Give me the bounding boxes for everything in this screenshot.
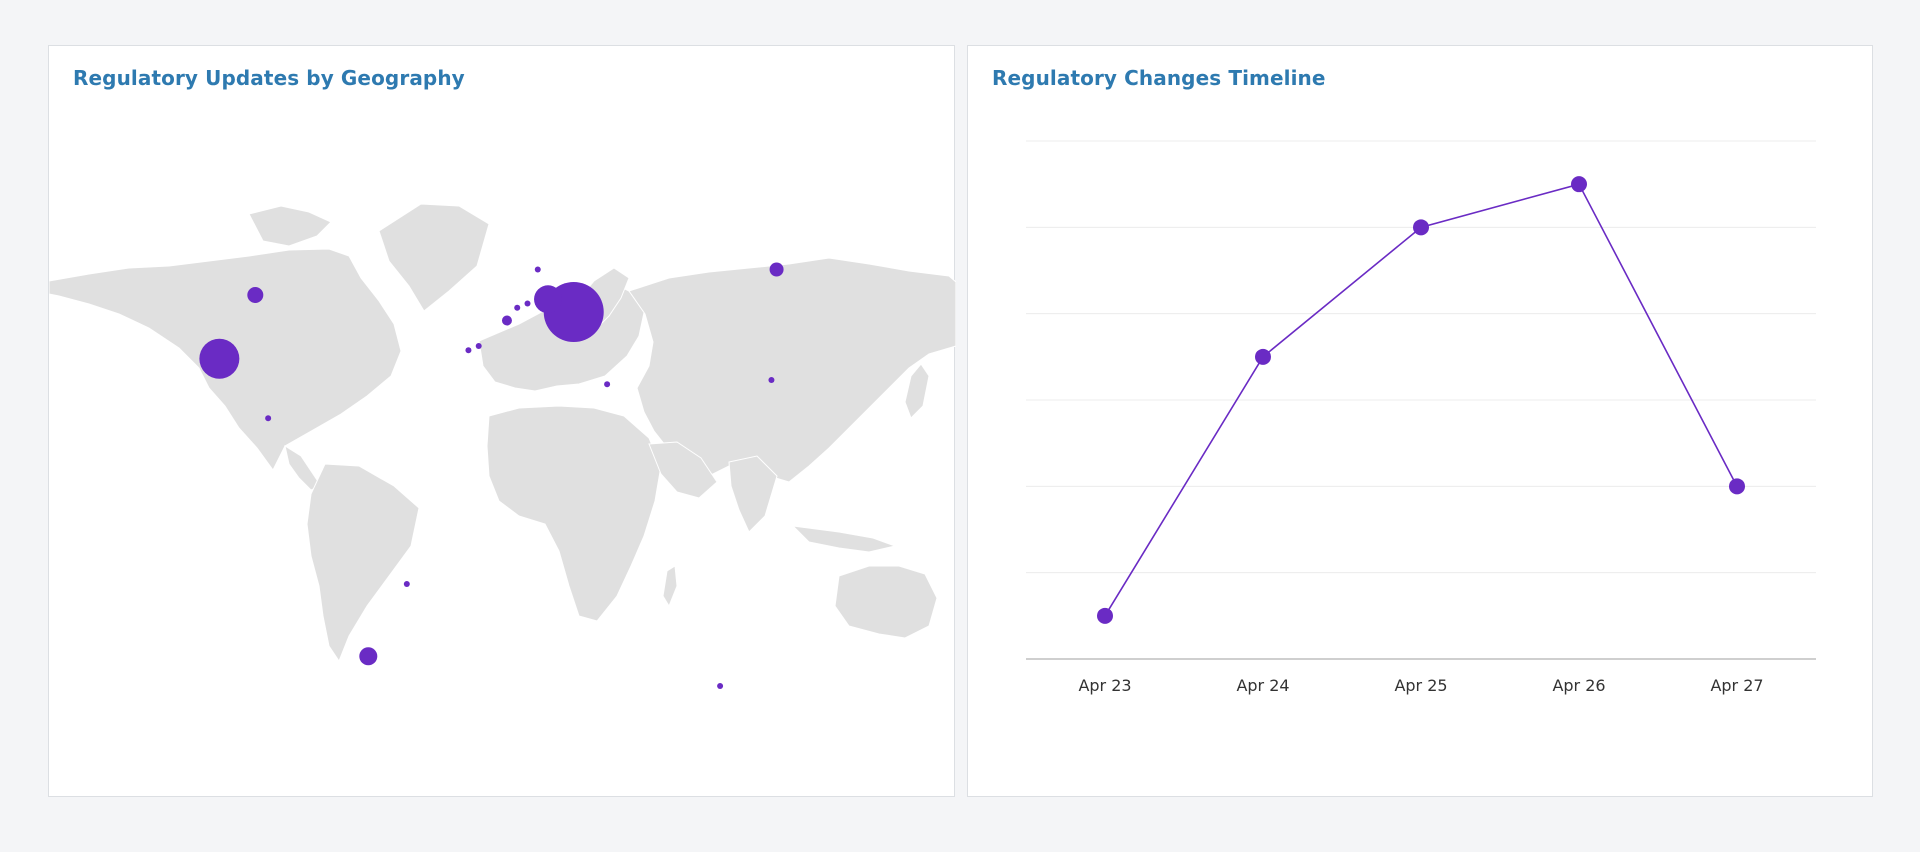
x-tick-label: Apr 26 bbox=[1552, 676, 1605, 695]
map-card: Regulatory Updates by Geography bbox=[48, 45, 956, 798]
land-south-america bbox=[306, 463, 420, 663]
land-indonesia bbox=[791, 525, 897, 553]
map-bubble[interactable]: Belgium bbox=[514, 304, 521, 311]
map-bubble[interactable]: Argentina bbox=[359, 647, 378, 666]
world-bubble-map[interactable]: United States (West) Canada Mexico Argentin… bbox=[49, 46, 956, 798]
map-bubble[interactable]: United States (West) bbox=[199, 338, 240, 379]
map-bubble[interactable]: Scandinavia bbox=[534, 266, 541, 273]
map-bubble[interactable]: Mexico bbox=[265, 415, 272, 422]
bubble-layer[interactable]: United States (West) Canada Mexico Argentin… bbox=[199, 262, 784, 690]
x-axis-ticks: Apr 23 Apr 24 Apr 25 Apr 26 Apr 27 bbox=[1078, 676, 1763, 695]
series-points[interactable] bbox=[1097, 176, 1745, 624]
land-arctic-islands bbox=[248, 205, 332, 247]
map-bubble[interactable]: Brazil bbox=[403, 581, 410, 587]
land-india bbox=[728, 455, 778, 533]
map-bubble[interactable]: Portugal bbox=[465, 347, 472, 354]
x-tick-label: Apr 27 bbox=[1710, 676, 1763, 695]
x-tick-label: Apr 23 bbox=[1078, 676, 1131, 695]
land-asia bbox=[628, 257, 956, 483]
land-japan bbox=[904, 363, 930, 419]
land-masses bbox=[49, 203, 956, 663]
land-africa bbox=[486, 405, 662, 622]
map-bubble[interactable]: Russia bbox=[769, 262, 784, 277]
map-bubble[interactable]: Indian Ocean bbox=[717, 683, 724, 689]
series-point[interactable] bbox=[1413, 219, 1429, 236]
timeline-card-title: Regulatory Changes Timeline bbox=[992, 66, 1326, 90]
land-arabia bbox=[648, 441, 718, 499]
timeline-line-chart[interactable]: Apr 23 Apr 24 Apr 25 Apr 26 Apr 27 bbox=[968, 46, 1874, 798]
map-card-title: Regulatory Updates by Geography bbox=[73, 66, 465, 90]
map-bubble[interactable]: China bbox=[768, 377, 775, 383]
series-point[interactable] bbox=[1255, 348, 1271, 365]
land-australia bbox=[834, 565, 938, 639]
map-bubble[interactable]: Canada bbox=[247, 287, 264, 303]
x-tick-label: Apr 24 bbox=[1236, 676, 1289, 695]
map-bubble[interactable]: Netherlands bbox=[524, 300, 531, 307]
map-bubble[interactable]: Spain bbox=[475, 343, 482, 349]
series-point[interactable] bbox=[1729, 478, 1745, 495]
series-point[interactable] bbox=[1097, 607, 1113, 624]
land-greenland bbox=[378, 203, 490, 312]
gridlines bbox=[1026, 140, 1816, 574]
x-tick-label: Apr 25 bbox=[1394, 676, 1447, 695]
map-bubble[interactable]: France bbox=[501, 315, 512, 326]
land-madagascar bbox=[662, 565, 678, 608]
map-bubble[interactable]: Middle East bbox=[604, 381, 611, 388]
map-bubble[interactable]: Germany bbox=[534, 285, 563, 314]
series-point[interactable] bbox=[1571, 176, 1587, 193]
timeline-card: Regulatory Changes Timeline Apr 23 Apr 24… bbox=[967, 45, 1873, 797]
